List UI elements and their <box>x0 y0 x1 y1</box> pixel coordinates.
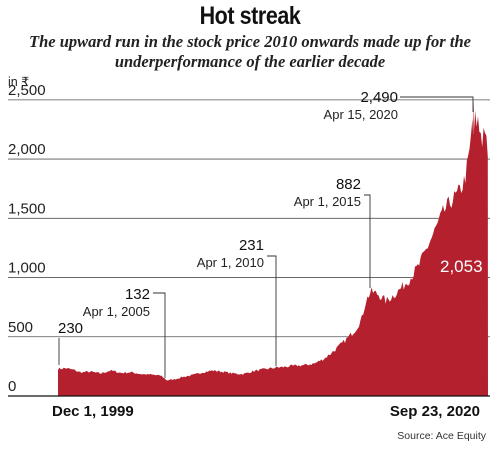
annotation-date-label: Apr 1, 2005 <box>83 304 150 319</box>
source-note: Source: Ace Equity <box>397 430 486 442</box>
y-tick-label: 500 <box>8 319 33 336</box>
annotation-leader-line <box>153 292 166 378</box>
annotation-leader-line <box>400 96 474 112</box>
y-axis-unit-label: in ₹ <box>8 75 30 89</box>
x-axis-label-end: Sep 23, 2020 <box>390 403 480 420</box>
annotation-value-label: 132 <box>125 286 150 303</box>
x-axis-label-start: Dec 1, 1999 <box>52 403 134 420</box>
annotation-date-label: Apr 15, 2020 <box>324 107 398 122</box>
annotation-value-label: 882 <box>336 176 361 193</box>
y-tick-label: 2,000 <box>8 141 46 158</box>
annotation-leader-line <box>364 194 371 288</box>
chart-subtitle: The upward run in the stock price 2010 o… <box>29 32 471 71</box>
annotation-leader-line <box>267 255 277 366</box>
annotation-date-label: Apr 1, 2010 <box>197 255 264 270</box>
y-tick-label: 1,000 <box>8 260 46 277</box>
annotation-date-label: Apr 1, 2015 <box>294 194 361 209</box>
annotation-value-label: 2,053 <box>440 257 483 276</box>
chart-title: Hot streak <box>199 2 301 30</box>
x-axis-labels: Dec 1, 1999 Sep 23, 2020 <box>52 403 480 420</box>
price-area-series <box>58 101 488 396</box>
y-tick-label: 0 <box>8 378 16 395</box>
annotation-value-label: 230 <box>58 320 83 337</box>
y-tick-label: 1,500 <box>8 200 46 217</box>
annotation-value-label: 231 <box>239 237 264 254</box>
annotation-value-label: 2,490 <box>360 89 398 106</box>
y-axis-ticks: 0 500 1,000 1,500 2,000 2,500 <box>8 82 46 395</box>
y-tick-label: 2,500 <box>8 82 46 99</box>
